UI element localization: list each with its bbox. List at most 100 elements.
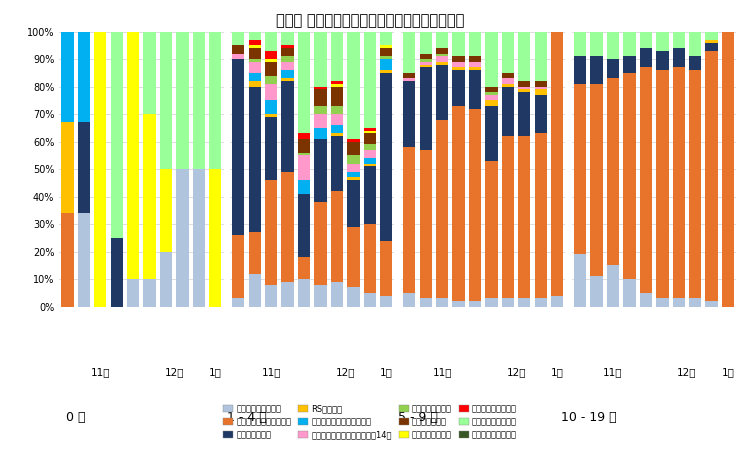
Bar — [640, 67, 652, 293]
Bar — [232, 45, 244, 54]
Bar — [722, 32, 734, 307]
Bar — [436, 48, 448, 54]
Bar — [363, 166, 376, 224]
Bar — [314, 139, 326, 202]
Bar — [436, 62, 448, 64]
Legend: 新型コロナウイルス, インフルエンザウイルス, ライノウイルス, RSウイルス, ヒトメタニューモウイルス, パラインフルエンザウイルス14型, ヒトボカウイル: 新型コロナウイルス, インフルエンザウイルス, ライノウイルス, RSウイルス,… — [221, 402, 519, 442]
Bar — [265, 84, 278, 101]
Bar — [705, 40, 718, 42]
Bar — [380, 296, 392, 307]
Bar — [607, 59, 619, 78]
Bar — [534, 81, 547, 87]
Bar — [281, 81, 294, 172]
Bar — [192, 169, 205, 307]
Bar — [265, 117, 278, 180]
Bar — [265, 101, 278, 114]
Bar — [265, 32, 278, 51]
Bar — [281, 62, 294, 70]
Bar — [363, 164, 376, 166]
Bar — [380, 73, 392, 241]
Bar — [110, 32, 123, 238]
Bar — [298, 133, 310, 139]
Bar — [469, 70, 481, 109]
Bar — [78, 32, 90, 122]
Bar — [403, 81, 415, 147]
Bar — [420, 150, 432, 299]
Bar — [502, 73, 514, 78]
Bar — [298, 152, 310, 155]
Bar — [249, 81, 261, 87]
Bar — [265, 76, 278, 84]
Bar — [249, 48, 261, 59]
Bar — [127, 32, 139, 279]
Bar — [518, 299, 531, 307]
Bar — [314, 89, 326, 106]
Bar — [176, 32, 189, 169]
Bar — [420, 67, 432, 150]
Bar — [640, 32, 652, 48]
Bar — [656, 32, 668, 51]
Bar — [144, 279, 155, 307]
Bar — [363, 144, 376, 150]
Bar — [160, 252, 172, 307]
Bar — [265, 114, 278, 117]
Bar — [502, 87, 514, 136]
Bar — [452, 106, 465, 301]
Bar — [232, 59, 244, 235]
Bar — [347, 227, 360, 287]
Text: 12月: 12月 — [164, 367, 184, 377]
Bar — [485, 95, 497, 101]
Bar — [518, 87, 531, 89]
Text: 5 - 9 歳: 5 - 9 歳 — [397, 411, 437, 424]
Bar — [420, 299, 432, 307]
Bar — [452, 56, 465, 62]
Bar — [249, 87, 261, 232]
Bar — [331, 81, 343, 84]
Bar — [623, 279, 636, 307]
Bar — [518, 32, 531, 81]
Bar — [249, 40, 261, 46]
Bar — [452, 70, 465, 106]
Bar — [403, 32, 415, 73]
Bar — [61, 122, 73, 213]
Bar — [160, 32, 172, 169]
Bar — [331, 106, 343, 114]
Bar — [534, 299, 547, 307]
Bar — [314, 202, 326, 285]
Bar — [420, 59, 432, 62]
Bar — [298, 139, 310, 152]
Bar — [436, 120, 448, 299]
Bar — [347, 172, 360, 177]
Bar — [331, 125, 343, 133]
Bar — [314, 106, 326, 114]
Bar — [298, 180, 310, 194]
Bar — [640, 48, 652, 67]
Bar — [623, 56, 636, 73]
Bar — [502, 78, 514, 84]
Bar — [436, 54, 448, 56]
Text: 1月: 1月 — [209, 367, 222, 377]
Bar — [574, 56, 586, 84]
Bar — [591, 32, 603, 56]
Bar — [281, 32, 294, 46]
Bar — [551, 32, 563, 296]
Bar — [232, 235, 244, 299]
Bar — [551, 296, 563, 307]
Bar — [281, 45, 294, 48]
Bar — [452, 67, 465, 70]
Bar — [314, 87, 326, 89]
Bar — [689, 56, 702, 70]
Bar — [534, 133, 547, 299]
Bar — [363, 128, 376, 131]
Bar — [144, 32, 155, 114]
Bar — [331, 282, 343, 307]
Bar — [347, 164, 360, 172]
Bar — [127, 279, 139, 307]
Bar — [380, 48, 392, 56]
Bar — [607, 78, 619, 265]
Bar — [502, 299, 514, 307]
Bar — [485, 101, 497, 106]
Bar — [265, 180, 278, 285]
Bar — [485, 32, 497, 87]
Bar — [403, 73, 415, 78]
